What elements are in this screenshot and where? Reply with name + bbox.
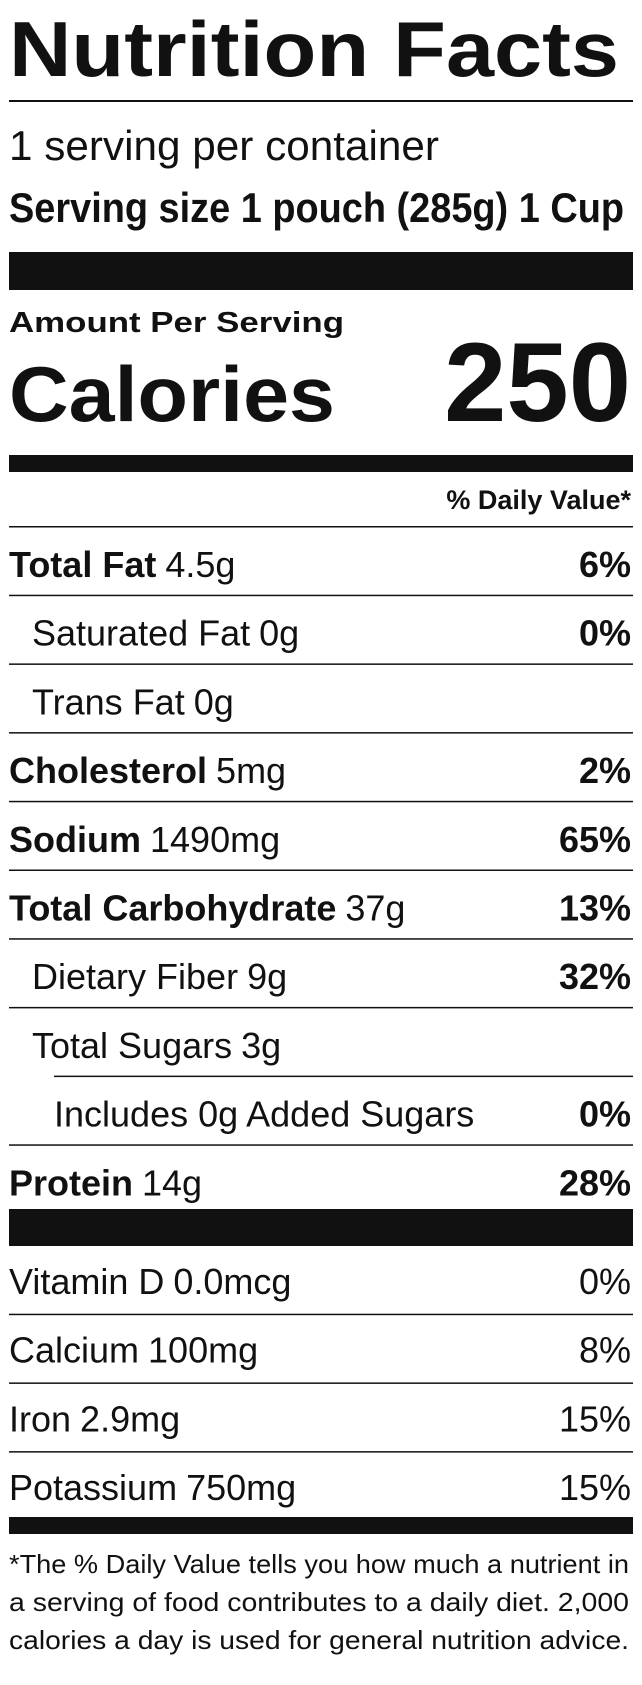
vitamin-amount: 0.0mcg — [173, 1261, 291, 1302]
vitamin-dv: 15% — [559, 1467, 631, 1508]
nutrient-row: Total Fat 4.5g — [9, 544, 235, 585]
nutrient-row: Protein 14g — [9, 1162, 202, 1203]
rule — [9, 663, 633, 665]
nutrient-row: Sodium 1490mg — [9, 819, 280, 860]
nutrient-amount: 5mg — [216, 750, 286, 791]
medium-bar — [9, 455, 633, 472]
vitamin-row: Potassium 750mg — [9, 1467, 296, 1508]
vitamin-name: Calcium — [9, 1330, 139, 1371]
nutrient-amount: 9g — [247, 956, 287, 997]
nutrient-amount: 0g — [259, 613, 299, 654]
nutrient-name: Dietary Fiber — [32, 956, 238, 997]
nutrient-amount: 1490mg — [150, 819, 280, 860]
amount-per-serving: Amount Per Serving — [9, 307, 344, 339]
vitamin-row: Vitamin D 0.0mcg — [9, 1261, 291, 1302]
nutrient-dv: 65% — [559, 819, 631, 860]
calories-value: 250 — [444, 320, 631, 445]
nutrient-row: Total Carbohydrate 37g — [9, 888, 405, 929]
rule — [9, 1382, 633, 1384]
thick-bar — [9, 252, 633, 290]
rule — [9, 100, 633, 102]
nutrient-dv: 28% — [559, 1162, 631, 1203]
rule — [9, 1313, 633, 1316]
nutrient-row: Dietary Fiber 9g — [32, 956, 287, 997]
vitamin-row: Iron 2.9mg — [9, 1398, 180, 1439]
footnote-line: a serving of food contributes to a daily… — [9, 1587, 629, 1617]
vitamin-row: Calcium 100mg — [9, 1330, 258, 1371]
rule — [9, 1451, 633, 1453]
vitamin-dv: 8% — [579, 1330, 631, 1371]
vitamin-name: Iron — [9, 1398, 71, 1439]
rule — [9, 800, 633, 803]
nutrient-row: Trans Fat 0g — [32, 681, 234, 722]
rule — [9, 1144, 633, 1146]
rule — [9, 732, 633, 734]
vitamin-name: Potassium — [9, 1467, 177, 1508]
rule — [9, 869, 633, 871]
nutrient-name: Total Carbohydrate — [9, 888, 336, 929]
footnote-line: calories a day is used for general nutri… — [9, 1625, 629, 1655]
nutrient-name: Saturated Fat — [32, 613, 250, 654]
nutrient-row: Total Sugars 3g — [32, 1025, 281, 1066]
nutrient-name: Trans Fat — [32, 681, 185, 722]
daily-value-header: % Daily Value* — [446, 485, 631, 515]
nutrient-amount: 4.5g — [165, 544, 235, 585]
nutrient-row: Saturated Fat 0g — [32, 613, 299, 654]
nutrient-name: Total Fat — [9, 544, 156, 585]
vitamin-amount: 2.9mg — [80, 1398, 180, 1439]
rule — [9, 1006, 633, 1009]
nutrient-name: Cholesterol — [9, 750, 207, 791]
nutrient-dv: 0% — [579, 1094, 631, 1135]
nutrient-dv: 0% — [579, 613, 631, 654]
nutrient-dv: 6% — [579, 544, 631, 585]
rule — [54, 1075, 633, 1078]
servings: 1 serving per container — [9, 122, 439, 169]
rule — [9, 938, 633, 940]
vitamin-amount: 100mg — [148, 1330, 258, 1371]
nutrient-row: Cholesterol 5mg — [9, 750, 286, 791]
nutrient-name: Includes 0g Added Sugars — [54, 1094, 474, 1135]
title: Nutrition Facts — [9, 5, 619, 93]
calories-label: Calories — [9, 350, 335, 438]
nutrient-name: Sodium — [9, 819, 141, 860]
rule — [9, 594, 633, 597]
nutrient-dv: 2% — [579, 750, 631, 791]
vitamin-amount: 750mg — [186, 1467, 296, 1508]
rule — [9, 526, 633, 528]
serving-size: Serving size 1 pouch (285g) 1 Cup — [9, 184, 624, 231]
vitamin-dv: 0% — [579, 1261, 631, 1302]
nutrient-amount: 3g — [241, 1025, 281, 1066]
nutrient-name: Protein — [9, 1162, 133, 1203]
nutrient-amount: 14g — [142, 1162, 202, 1203]
vitamin-dv: 15% — [559, 1398, 631, 1439]
nutrient-amount: 0g — [194, 681, 234, 722]
nutrient-amount: 37g — [345, 888, 405, 929]
medium-bar — [9, 1517, 633, 1534]
vitamin-name: Vitamin D — [9, 1261, 164, 1302]
nutrient-dv: 13% — [559, 888, 631, 929]
nutrient-name: Total Sugars — [32, 1025, 232, 1066]
nutrient-dv: 32% — [559, 956, 631, 997]
nutrient-row: Includes 0g Added Sugars — [54, 1094, 474, 1135]
footnote-line: *The % Daily Value tells you how much a … — [9, 1549, 629, 1579]
thick-bar — [9, 1209, 633, 1246]
